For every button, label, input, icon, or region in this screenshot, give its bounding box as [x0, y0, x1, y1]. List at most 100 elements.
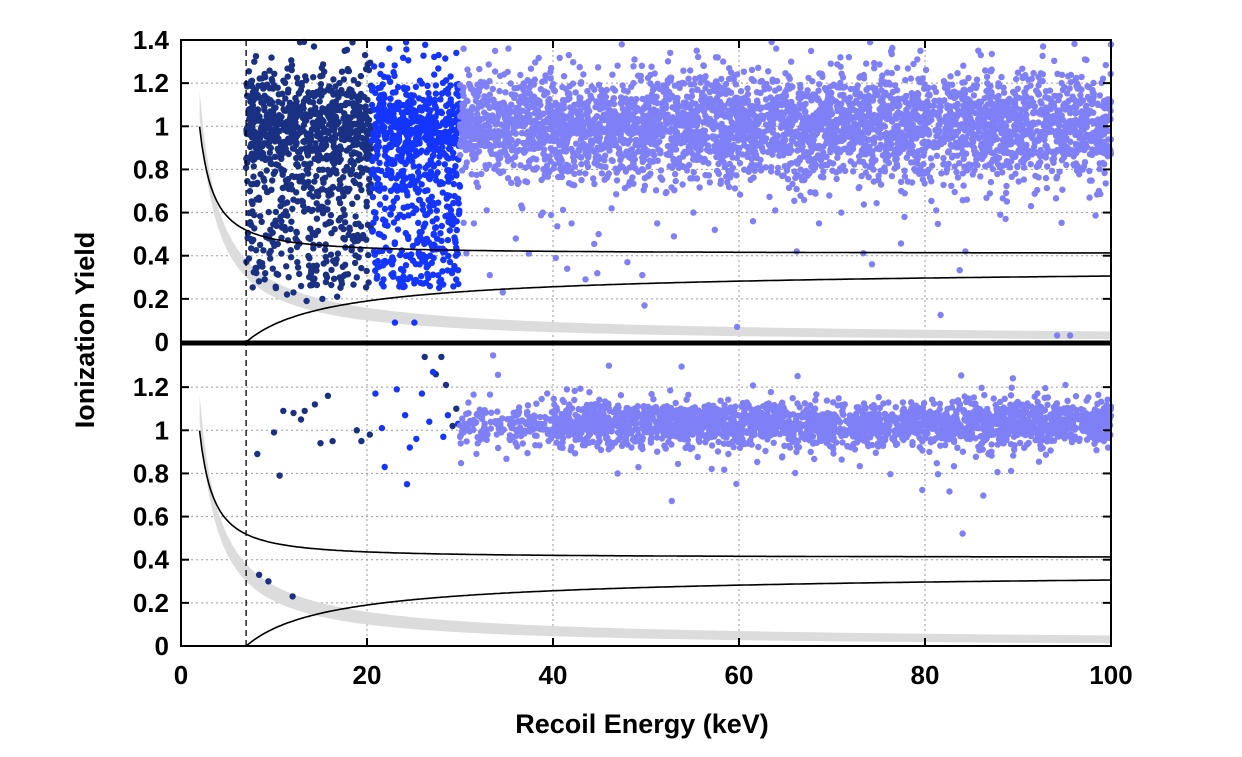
top-data-point: [352, 221, 358, 227]
top-data-point: [664, 121, 670, 127]
top-data-point: [863, 151, 869, 157]
top-data-point: [928, 198, 934, 204]
top-data-point: [415, 189, 421, 195]
top-data-point: [862, 122, 868, 128]
top-data-point: [609, 109, 615, 115]
top-data-point: [876, 61, 882, 67]
top-data-point: [517, 72, 523, 78]
top-data-point: [1067, 129, 1073, 135]
top-data-point: [375, 85, 381, 91]
top-data-point: [948, 142, 954, 148]
top-data-point: [285, 89, 291, 95]
top-data-point: [442, 213, 448, 219]
top-data-point: [447, 227, 453, 233]
top-data-point: [754, 155, 760, 161]
top-data-point: [374, 181, 380, 187]
top-data-point: [397, 280, 403, 286]
top-data-point: [308, 208, 314, 214]
top-data-point: [679, 181, 685, 187]
top-data-point: [264, 189, 270, 195]
top-data-point: [278, 142, 284, 148]
top-data-point: [336, 80, 342, 86]
top-data-point: [286, 274, 292, 280]
top-data-point: [692, 76, 698, 82]
top-data-point: [729, 119, 735, 125]
top-data-point: [448, 99, 454, 105]
top-data-point: [713, 138, 719, 144]
top-data-point: [960, 62, 966, 68]
top-data-point: [419, 80, 425, 86]
top-data-point: [448, 212, 454, 218]
top-data-point: [1003, 190, 1009, 196]
top-data-point: [960, 182, 966, 188]
top-data-point: [350, 91, 356, 97]
top-data-point: [422, 165, 428, 171]
top-data-point: [641, 302, 647, 308]
top-data-point: [290, 145, 296, 151]
top-data-point: [902, 77, 908, 83]
top-data-point: [454, 218, 460, 224]
top-data-point: [496, 88, 502, 94]
top-data-point: [405, 57, 411, 63]
top-data-point: [294, 244, 300, 250]
top-data-point: [328, 267, 334, 273]
top-data-point: [912, 168, 918, 174]
top-data-point: [898, 179, 904, 185]
top-data-point: [302, 145, 308, 151]
top-data-point: [955, 142, 961, 148]
top-data-point: [965, 75, 971, 81]
top-data-point: [592, 115, 598, 121]
top-data-point: [837, 92, 843, 98]
top-data-point: [921, 180, 927, 186]
top-data-point: [390, 69, 396, 75]
top-data-point: [599, 170, 605, 176]
top-data-point: [549, 84, 555, 90]
top-data-point: [766, 194, 772, 200]
top-data-point: [653, 187, 659, 193]
top-data-point: [328, 282, 334, 288]
top-data-point: [306, 99, 312, 105]
top-data-point: [585, 164, 591, 170]
top-data-point: [578, 161, 584, 167]
top-data-point: [1047, 87, 1053, 93]
top-data-point: [302, 73, 308, 79]
top-data-point: [805, 172, 811, 178]
top-data-point: [335, 250, 341, 256]
top-data-point: [293, 140, 299, 146]
top-data-point: [397, 157, 403, 163]
top-data-point: [642, 183, 648, 189]
top-data-point: [386, 160, 392, 166]
top-data-point: [751, 78, 757, 84]
top-data-point: [439, 223, 445, 229]
top-data-point: [460, 84, 466, 90]
top-data-point: [306, 191, 312, 197]
top-data-point: [393, 182, 399, 188]
top-data-point: [486, 78, 492, 84]
top-data-point: [284, 181, 290, 187]
top-data-point: [1008, 158, 1014, 164]
top-data-point: [691, 81, 697, 87]
top-data-point: [442, 161, 448, 167]
top-data-point: [564, 168, 570, 174]
top-data-point: [285, 73, 291, 79]
top-data-point: [1032, 191, 1038, 197]
top-data-point: [505, 175, 511, 181]
top-data-point: [840, 74, 846, 80]
top-data-point: [951, 103, 957, 109]
top-data-point: [582, 170, 588, 176]
top-data-point: [450, 283, 456, 289]
top-data-point: [356, 236, 362, 242]
top-data-point: [433, 139, 439, 145]
top-data-point: [940, 182, 946, 188]
top-data-point: [957, 267, 963, 273]
top-data-point: [298, 283, 304, 289]
top-data-point: [395, 84, 401, 90]
top-data-point: [420, 280, 426, 286]
top-data-point: [251, 225, 257, 231]
top-data-point: [392, 62, 398, 68]
top-data-point: [275, 241, 281, 247]
top-data-point: [269, 161, 275, 167]
top-data-point: [403, 230, 409, 236]
top-data-point: [502, 89, 508, 95]
top-data-point: [797, 82, 803, 88]
